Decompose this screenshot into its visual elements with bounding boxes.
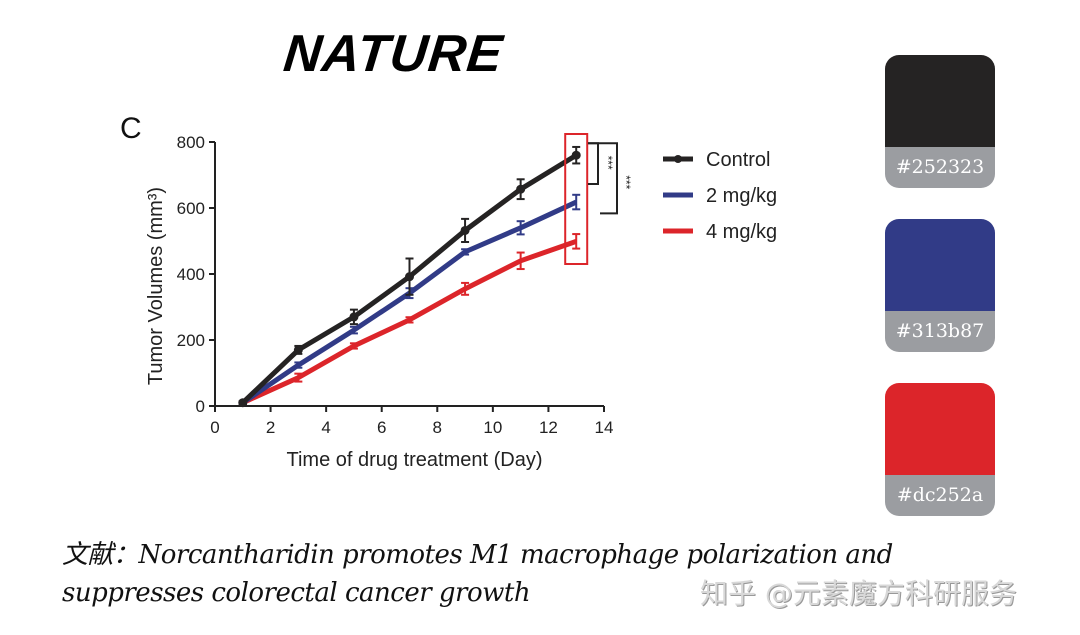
y-tick-label: 800 [177,133,205,152]
significance-bracket [588,142,618,215]
caption-line-1: 文献：Norcantharidin promotes M1 macrophage… [62,540,893,570]
color-swatch-black: #252323 [885,55,995,188]
data-point [238,398,248,408]
data-point [571,150,581,160]
legend-label: 2 mg/kg [706,185,777,207]
data-point [516,184,526,194]
highlight-box [564,133,589,265]
series-line-2-mg-kg [241,199,578,405]
data-point [293,345,303,355]
x-tick-label: 10 [483,418,502,437]
watermark: 知乎 @元素魔方科研服务 [700,577,1017,610]
data-point [460,225,470,235]
significance-label: *** [601,156,615,170]
data-point [405,272,414,282]
data-point [349,312,359,322]
y-tick-label: 200 [177,331,205,350]
swatch-label: #313b87 [885,311,995,352]
swatch-label: #dc252a [885,475,995,516]
x-tick-label: 14 [595,418,614,437]
color-swatch-blue: #313b87 [885,219,995,352]
legend-label: Control [706,149,770,171]
reference-caption: 文献：Norcantharidin promotes M1 macrophage… [62,536,893,612]
y-tick-label: 600 [177,199,205,218]
swatch-fill [885,383,995,475]
swatch-fill [885,55,995,147]
panel-label: C [120,112,142,145]
y-tick-label: 400 [177,265,205,284]
swatch-label: #252323 [885,147,995,188]
color-swatch-red: #dc252a [885,383,995,516]
x-tick-label: 4 [321,418,330,437]
x-tick-label: 6 [377,418,386,437]
caption-line-2: suppresses colorectal cancer growth [62,578,531,608]
legend-label: 4 mg/kg [706,221,777,243]
x-tick-label: 12 [539,418,558,437]
y-tick-label: 0 [196,397,205,416]
x-tick-label: 0 [210,418,219,437]
x-tick-label: 8 [433,418,442,437]
significance-bracket [588,142,599,186]
significance-label: *** [619,175,633,189]
legend-marker [674,155,682,163]
y-axis-label: Tumor Volumes (mm³) [145,187,167,385]
x-tick-label: 2 [266,418,275,437]
x-axis-label: Time of drug treatment (Day) [286,449,542,471]
swatch-fill [885,219,995,311]
